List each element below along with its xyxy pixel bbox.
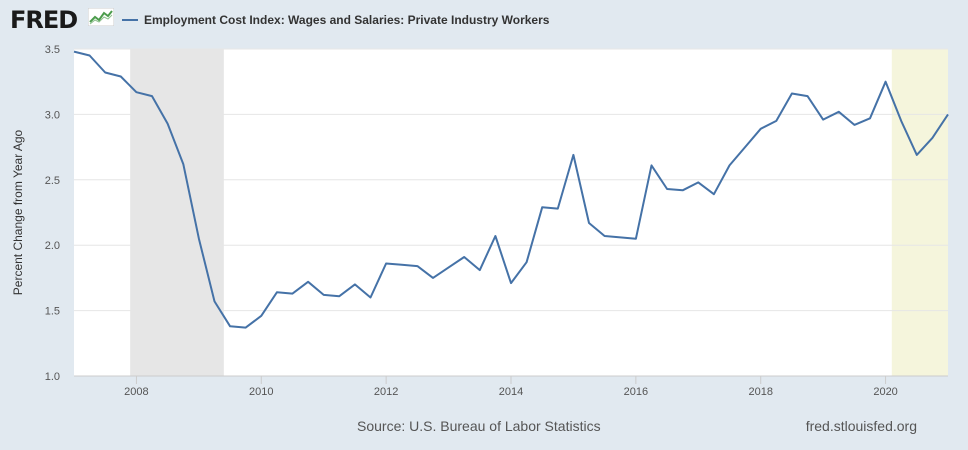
site-link[interactable]: fred.stlouisfed.org	[805, 418, 917, 434]
header: FRED Employment Cost Index: Wages and Sa…	[0, 0, 968, 40]
y-tick-label: 3.0	[45, 109, 60, 121]
x-tick-label: 2008	[124, 386, 148, 398]
series-line	[73, 50, 949, 329]
line-chart-icon	[88, 8, 114, 26]
y-tick-label: 2.0	[45, 240, 60, 252]
x-tick-label: 2012	[374, 386, 398, 398]
x-tick-label: 2014	[499, 386, 523, 398]
x-tick-label: 2016	[624, 386, 648, 398]
fred-logo[interactable]: FRED	[10, 6, 78, 34]
x-tick-label: 2018	[748, 386, 772, 398]
legend-swatch	[122, 19, 138, 21]
x-tick-label: 2020	[873, 386, 897, 398]
line-chart: 1.0 1.5 2.0 2.5 3.0 3.5 2008 2010 2012 2014 2016 2…	[11, 44, 949, 398]
y-axis-title: Percent Change from Year Ago	[11, 129, 25, 295]
legend-label[interactable]: Employment Cost Index: Wages and Salarie…	[144, 13, 550, 27]
y-tick-label: 1.0	[45, 371, 60, 383]
x-tick-label: 2010	[249, 386, 273, 398]
y-tick-label: 3.5	[45, 44, 60, 56]
source-text: Source: U.S. Bureau of Labor Statistics	[357, 418, 601, 434]
y-tick-label: 1.5	[45, 306, 60, 318]
recession-shade	[130, 49, 224, 376]
y-tick-label: 2.5	[45, 175, 60, 187]
highlight-shade	[891, 49, 948, 376]
